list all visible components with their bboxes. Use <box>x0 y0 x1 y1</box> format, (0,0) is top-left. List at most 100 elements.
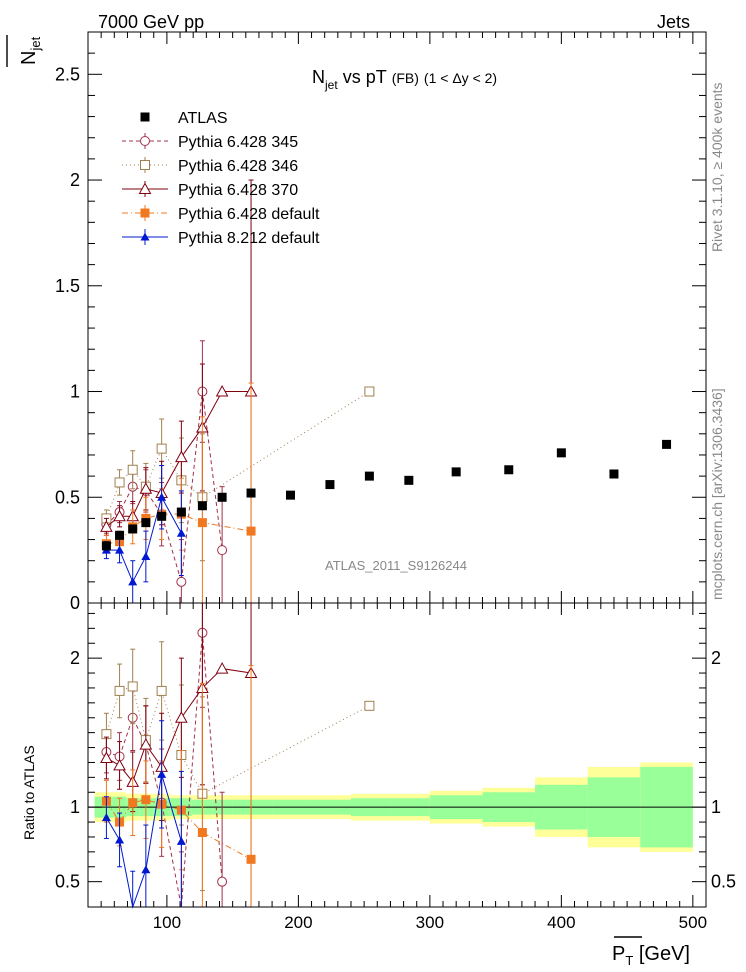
data-point-p345 <box>176 576 187 587</box>
data-point-p346 <box>156 443 167 454</box>
data-point-atlas <box>285 490 295 500</box>
data-point-atlas <box>197 501 207 511</box>
data-point-p8 <box>115 545 125 554</box>
legend-marker-p8 <box>140 232 150 241</box>
legend-marker-atlas <box>140 112 150 122</box>
ratio-point-p370 <box>139 738 153 750</box>
ratio-point-p346 <box>364 700 375 711</box>
ratio-point-pdef <box>141 795 151 805</box>
y-tick-label: 2.5 <box>55 64 80 84</box>
legend-label-p346: Pythia 6.428 346 <box>178 158 298 175</box>
ratio-point-p370 <box>113 758 126 771</box>
data-point-p8 <box>141 551 151 560</box>
data-point-atlas <box>504 465 514 475</box>
data-point-p370 <box>139 482 153 494</box>
legend-label-atlas: ATLAS <box>178 110 228 127</box>
data-point-atlas <box>141 518 151 528</box>
svg-text:Njet: Njet <box>18 36 43 65</box>
legend: ATLAS Pythia 6.428 345 Pythia 6.428 346 Pyt… <box>122 110 320 247</box>
ratio-y-tick-label: 2 <box>70 648 80 668</box>
ratio-point-p346 <box>127 681 138 692</box>
header-left: 7000 GeV pp <box>98 12 204 32</box>
ratio-point-pdef <box>197 827 207 837</box>
ratio-point-p8 <box>157 769 167 778</box>
chart-title: Njet vs pT (FB) (1 < Δy < 2) <box>312 67 497 92</box>
y-tick-label: 2 <box>70 170 80 190</box>
ratio-y-tick-label: 1 <box>70 797 80 817</box>
data-point-atlas <box>128 524 138 534</box>
data-point-atlas <box>404 475 414 485</box>
data-point-pdef <box>197 518 207 528</box>
x-axis-label: PT [GeV] <box>612 936 690 968</box>
data-point-atlas <box>176 507 186 517</box>
data-point-atlas <box>157 511 167 521</box>
legend-label-p8: Pythia 8.212 default <box>178 230 320 247</box>
y-tick-label: 1 <box>70 382 80 402</box>
legend-label-p370: Pythia 6.428 370 <box>178 182 298 199</box>
watermark: ATLAS_2011_S9126244 <box>325 558 467 573</box>
ratio-point-pdef <box>128 798 138 808</box>
data-point-p8 <box>157 492 167 501</box>
legend-marker-p370 <box>138 182 152 194</box>
data-point-atlas <box>609 469 619 479</box>
ratio-y-tick-label-right: 2 <box>711 648 721 668</box>
x-tick-label: 400 <box>547 913 575 932</box>
legend-marker-pdef <box>140 208 150 218</box>
data-point-atlas <box>101 541 111 551</box>
y-tick-label: 0.5 <box>55 487 80 507</box>
data-point-p8 <box>176 528 186 537</box>
data-point-p346 <box>114 477 125 488</box>
data-point-atlas <box>662 439 672 449</box>
legend-label-pdef: Pythia 6.428 default <box>178 206 320 223</box>
ratio-point-p370 <box>100 751 113 763</box>
legend-label-p345: Pythia 6.428 345 <box>178 134 298 151</box>
data-point-atlas <box>217 492 227 502</box>
ratio-point-p346 <box>156 685 167 696</box>
ratio-point-pdef <box>246 854 256 864</box>
side-text-top: Rivet 3.1.10, ≥ 400k events <box>709 82 725 252</box>
ratio-y-tick-label-right: 0.5 <box>711 872 736 892</box>
svg-text:PT [GeV]: PT [GeV] <box>612 943 690 968</box>
ratio-point-p346 <box>114 685 125 696</box>
data-point-atlas <box>364 471 374 481</box>
ratio-point-p8 <box>141 865 151 874</box>
data-point-atlas <box>556 448 566 458</box>
data-point-p345 <box>217 545 228 556</box>
ratio-y-tick-label-right: 1 <box>711 797 721 817</box>
data-point-p370 <box>175 450 188 463</box>
ratio-y-tick-label: 0.5 <box>55 872 80 892</box>
data-point-p370 <box>215 384 229 397</box>
y-tick-label: 0 <box>70 593 80 613</box>
ratio-frame <box>87 602 707 908</box>
ratio-point-p8 <box>115 835 125 844</box>
data-point-atlas <box>325 480 335 490</box>
data-point-atlas <box>246 488 256 498</box>
y-axis-label: Njet <box>6 35 43 67</box>
data-point-p8 <box>128 577 138 586</box>
x-tick-label: 200 <box>284 913 312 932</box>
data-point-pdef <box>246 526 256 536</box>
data-point-atlas <box>451 467 461 477</box>
data-point-p370 <box>100 520 113 532</box>
x-tick-label: 500 <box>679 913 707 932</box>
data-point-p346 <box>127 464 138 475</box>
y-tick-label: 1.5 <box>55 276 80 296</box>
legend-marker-p346 <box>140 160 150 170</box>
ratio-panel: 100 200 300 400 500 0.5 0.5 1 1 2 2 <box>55 602 736 932</box>
side-text-bottom: mcplots.cern.ch [arXiv:1306.3436] <box>709 388 725 600</box>
x-tick-label: 300 <box>416 913 444 932</box>
ratio-line-p346 <box>105 685 370 795</box>
ratio-line-p8 <box>105 774 182 909</box>
data-point-atlas <box>115 530 125 540</box>
ratio-point-p345 <box>217 876 228 887</box>
ratio-point-p8 <box>101 813 111 822</box>
ratio-line-p345 <box>106 632 223 908</box>
ratio-point-p370 <box>215 662 229 674</box>
data-point-p370 <box>113 509 126 522</box>
x-tick-label: 100 <box>153 913 181 932</box>
legend-marker-p345 <box>140 136 150 146</box>
ratio-point-p8 <box>176 836 186 845</box>
ratio-y-axis-label: Ratio to ATLAS <box>21 745 37 840</box>
data-point-p346 <box>364 386 375 397</box>
